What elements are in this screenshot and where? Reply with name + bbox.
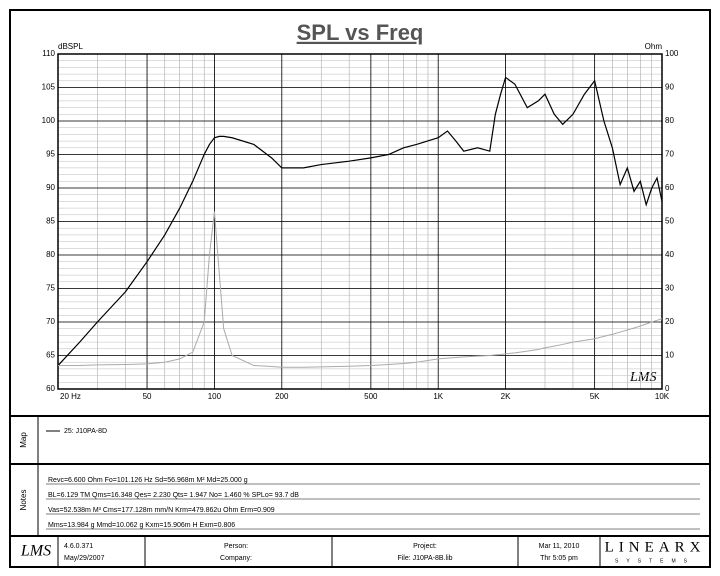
plot-frame (57, 53, 663, 390)
brand: LINEARX (605, 539, 706, 555)
series-line (57, 76, 663, 366)
footer-logo: LMS (20, 543, 51, 560)
y2-tick-label: 100 (665, 49, 679, 58)
notes-line: BL=6.129 TM Qms=16.348 Qes= 2.230 Qts= 1… (48, 492, 299, 499)
x-tick-label: 1K (433, 392, 443, 401)
person: Person: (224, 543, 248, 550)
y2-tick-label: 10 (665, 351, 674, 360)
x-tick-label: 2K (501, 392, 511, 401)
notes-rules (46, 483, 700, 530)
x-tick-label: 20 Hz (60, 392, 81, 401)
x-tick-label: 50 (143, 392, 152, 401)
file: File: J10PA-8B.lib (397, 555, 452, 562)
y2-tick-label: 60 (665, 183, 674, 192)
y2-tick-label: 40 (665, 250, 674, 259)
y-tick-label: 60 (46, 384, 55, 393)
y2-tick-label: 90 (665, 83, 674, 92)
x-tick-label: 100 (208, 392, 222, 401)
y2-tick-label: 80 (665, 116, 674, 125)
map-label: Map (19, 432, 28, 448)
watermark: LMS (629, 370, 656, 385)
x-tick-label: 5K (590, 392, 600, 401)
y-tick-label: 95 (46, 150, 55, 159)
y-tick-label: 65 (46, 351, 55, 360)
y2-tick-label: 50 (665, 217, 674, 226)
y-tick-label: 110 (42, 49, 55, 58)
date: Mar 11, 2010 (539, 543, 580, 550)
time: Thr 5:05 pm (540, 555, 578, 562)
project: Project: (413, 543, 437, 550)
notes-line: Revc=6.600 Ohm Fo=101.126 Hz Sd=56.968m … (48, 477, 248, 484)
x-tick-label: 10K (655, 392, 670, 401)
version-date: May/29/2007 (64, 555, 105, 562)
notes-line: Vas=52.538m M³ Cms=177.128m mm/N Krm=479… (48, 507, 275, 514)
notes-line: Mms=13.984 g Mmd=10.062 g Kxm=15.906m H … (48, 522, 235, 529)
notes-label: Notes (19, 490, 28, 511)
company: Company: (220, 555, 252, 562)
y-tick-label: 85 (46, 217, 55, 226)
x-tick-label: 500 (364, 392, 378, 401)
series-line (58, 211, 663, 368)
y-tick-label: 70 (46, 317, 55, 326)
y-tick-label: 75 (46, 284, 55, 293)
y-axis-label: dBSPL (58, 42, 83, 51)
chart-title: SPL vs Freq (297, 20, 424, 45)
y2-tick-label: 20 (665, 317, 674, 326)
y2-tick-label: 70 (665, 150, 674, 159)
y-tick-label: 80 (46, 250, 55, 259)
y-tick-label: 105 (42, 83, 56, 92)
x-tick-label: 200 (275, 392, 289, 401)
y-tick-label: 90 (46, 183, 55, 192)
brand-sub: SYSTEMS (615, 558, 695, 564)
y2-tick-label: 30 (665, 284, 674, 293)
y2-axis-label: Ohm (645, 42, 663, 51)
legend-label: 25: J10PA-8D (64, 428, 107, 435)
version: 4.6.0.371 (64, 543, 93, 550)
y2-tick-label: 0 (665, 384, 670, 393)
y-tick-label: 100 (42, 116, 56, 125)
